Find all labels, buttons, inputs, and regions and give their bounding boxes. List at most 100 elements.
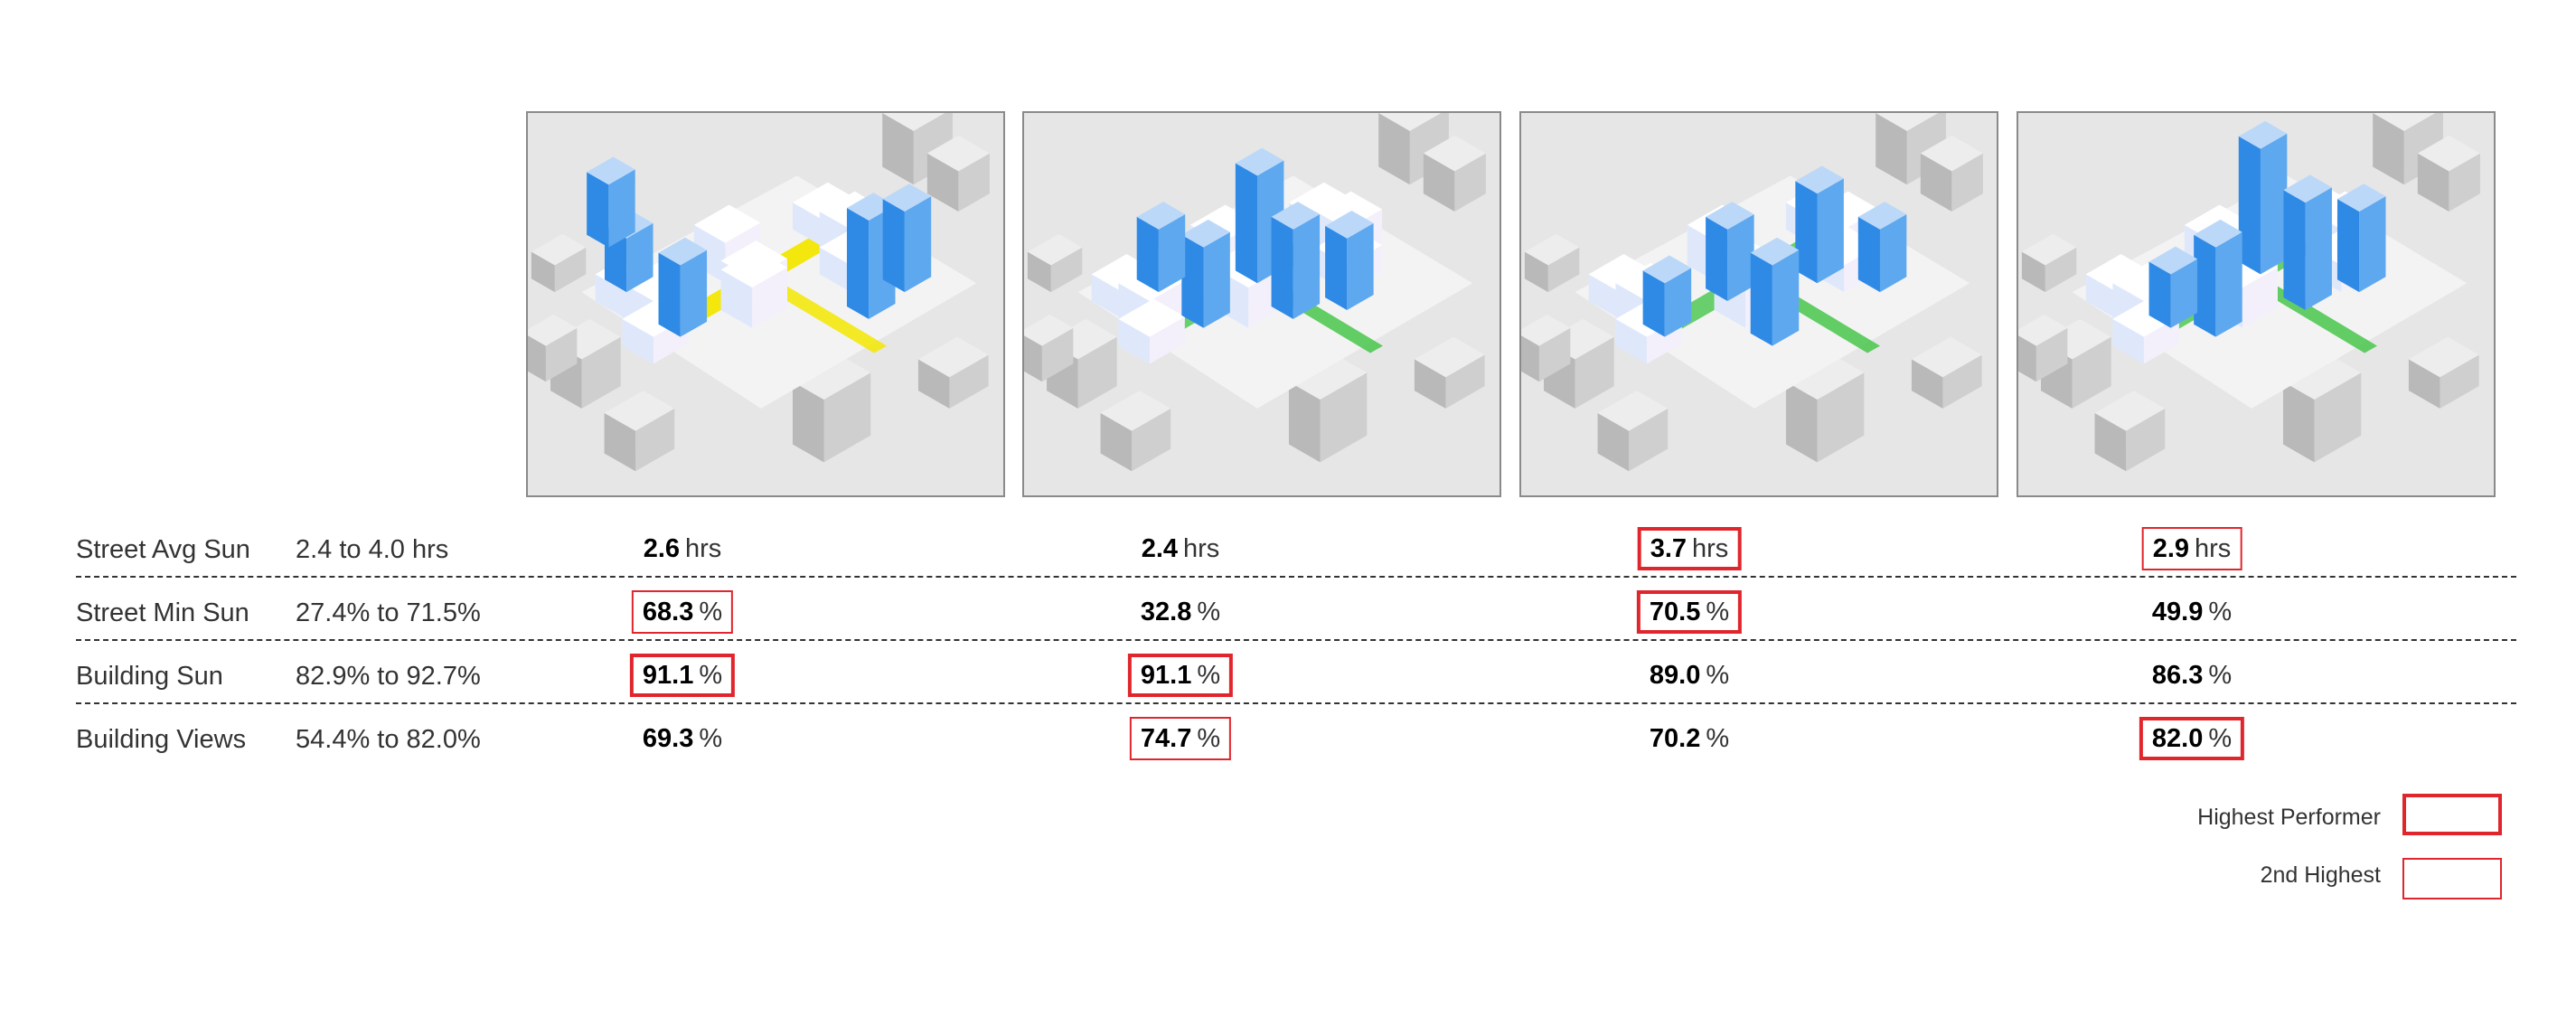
metric-value: 89.0 [1649,660,1701,690]
metric-unit: % [1197,723,1221,753]
tower-building [2148,246,2198,328]
massing-panel-option-3 [1519,111,1998,497]
tower-building [587,156,635,248]
context-building [1920,135,1983,212]
metric-value: 3.7 [1650,533,1688,563]
metric-unit: hrs [2195,533,2232,563]
context-building [1521,314,1571,382]
metric-value: 86.3 [2151,660,2204,690]
context-building [1100,391,1171,472]
metric-range: 27.4% to 71.5% [296,598,481,627]
context-building [604,391,675,472]
metric-row: Building Views 54.4% to 82.0% 69.3% 74.7% 70… [76,712,2516,776]
metric-unit: % [1706,597,1730,626]
metric-label: Street Min Sun [76,598,249,627]
metric-label: Building Views [76,725,247,754]
row-divider [76,576,2516,578]
context-building [1027,233,1083,293]
context-building [2282,354,2362,463]
massing-panel-option-4 [2017,111,2496,497]
metric-value-cell: 91.1% [629,654,736,697]
context-building [1597,391,1669,472]
metric-range: 54.4% to 82.0% [296,725,481,754]
metric-unit: hrs [1183,533,1220,563]
legend-highest-swatch [2402,794,2502,835]
metric-value: 49.9 [2151,597,2204,626]
context-building [1524,233,1580,293]
context-building [1024,314,1074,382]
context-building [792,354,871,463]
podium-building [720,250,787,328]
legend-second-label: 2nd Highest [2260,862,2381,888]
massing-model [528,113,1003,495]
metric-value-cell: 74.7% [1129,717,1232,760]
tower-building [1271,202,1321,319]
metric-value: 2.6 [643,533,681,563]
tower-building [1795,165,1844,284]
metric-unit: % [699,723,723,753]
tower-building [1642,255,1692,337]
context-building [2094,391,2166,472]
metric-label: Building Sun [76,662,223,691]
tower-building [1706,202,1754,302]
metric-value-cell: 89.0% [1641,654,1738,697]
metric-unit: % [2208,660,2233,690]
context-building [2018,314,2068,382]
metric-range: 82.9% to 92.7% [296,662,481,691]
tower-building [658,237,708,337]
metric-value: 69.3 [642,723,694,753]
tower-building [1181,219,1230,328]
metric-unit: % [1197,660,1221,690]
tower-building [882,184,932,293]
metric-row: Street Min Sun 27.4% to 71.5% 68.3% 32.8% 70… [76,586,2516,649]
metric-value-cell: 70.5% [1636,590,1743,634]
metric-unit: % [2208,597,2233,626]
row-divider [76,702,2516,704]
tower-building [2336,184,2386,293]
metric-unit: % [2208,723,2233,753]
metric-value: 91.1 [1140,660,1192,690]
context-building [1288,354,1368,463]
metric-value-cell: 3.7 hrs [1637,527,1742,570]
metric-value-cell: 2.6 hrs [635,527,731,570]
tower-building [1750,237,1800,346]
tower-building [1857,202,1907,293]
context-building [1785,354,1865,463]
context-building [528,314,578,382]
metric-unit: % [699,597,723,626]
tower-building [1325,210,1374,310]
tower-building [1136,202,1186,293]
massing-model [1024,113,1500,495]
tower-building [2194,219,2242,337]
context-building [2417,135,2480,212]
metric-unit: % [1197,597,1221,626]
metric-value-cell: 32.8% [1132,590,1229,634]
podium-building [1118,298,1185,364]
massing-model [2018,113,2494,495]
context-building [531,233,587,293]
metric-unit: % [1706,723,1730,753]
tower-building [2283,174,2332,310]
context-building [2021,233,2077,293]
metric-value: 82.0 [2151,723,2204,753]
metric-range: 2.4 to 4.0 hrs [296,535,449,564]
legend-second-swatch [2402,858,2502,899]
metric-value-cell: 82.0% [2139,717,2245,760]
metric-value: 91.1 [642,660,694,690]
massing-panel-option-1 [526,111,1005,497]
metric-value-cell: 91.1% [1127,654,1234,697]
massing-model [1521,113,1997,495]
context-building [1414,336,1485,409]
metric-row: Street Avg Sun 2.4 to 4.0 hrs 2.6 hrs 2.4 hrs… [76,523,2516,586]
metric-value-cell: 2.4 hrs [1133,527,1229,570]
metric-value: 74.7 [1140,723,1192,753]
metric-unit: % [699,660,723,690]
metric-value: 2.4 [1141,533,1179,563]
context-building [1423,135,1486,212]
metric-value-cell: 2.9 hrs [2141,527,2242,570]
metric-unit: % [1706,660,1730,690]
context-building [2408,336,2479,409]
metric-unit: hrs [685,533,722,563]
metric-value: 68.3 [642,597,694,626]
metric-unit: hrs [1692,533,1729,563]
